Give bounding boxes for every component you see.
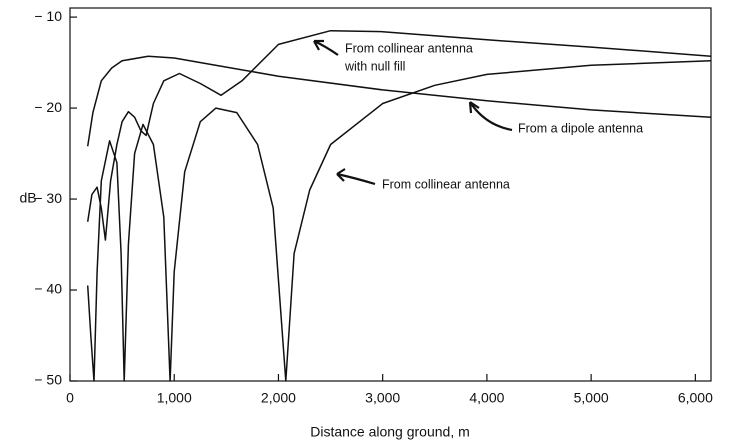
x-tick-label: 5,000 (574, 390, 609, 406)
y-tick-label: − 40 (34, 281, 62, 297)
annotation-arrow (313, 39, 339, 56)
annotation: with null fill (344, 59, 405, 73)
x-tick-label: 3,000 (365, 390, 400, 406)
x-tick-label: 0 (66, 390, 74, 406)
y-tick-label: − 30 (34, 190, 62, 206)
annotation-arrow (336, 168, 376, 186)
x-tick-label: 2,000 (261, 390, 296, 406)
y-tick-label: − 20 (34, 99, 62, 115)
series-line (86, 29, 712, 241)
series-line (86, 55, 712, 147)
y-axis-label: dB (19, 190, 36, 206)
series-line (86, 60, 712, 382)
x-tick-label: 4,000 (469, 390, 504, 406)
x-tick-label: 1,000 (157, 390, 192, 406)
annotation: From a dipole antenna (518, 121, 643, 135)
annotation: From collinear antenna (345, 41, 473, 55)
x-axis-label: Distance along ground, m (310, 424, 470, 440)
annotation: From collinear antenna (382, 177, 510, 191)
y-tick-label: − 10 (34, 8, 62, 24)
y-tick-label: − 50 (34, 372, 62, 388)
plot-frame (69, 7, 712, 382)
x-tick-label: 6,000 (678, 390, 713, 406)
annotation-arrow (468, 101, 513, 132)
